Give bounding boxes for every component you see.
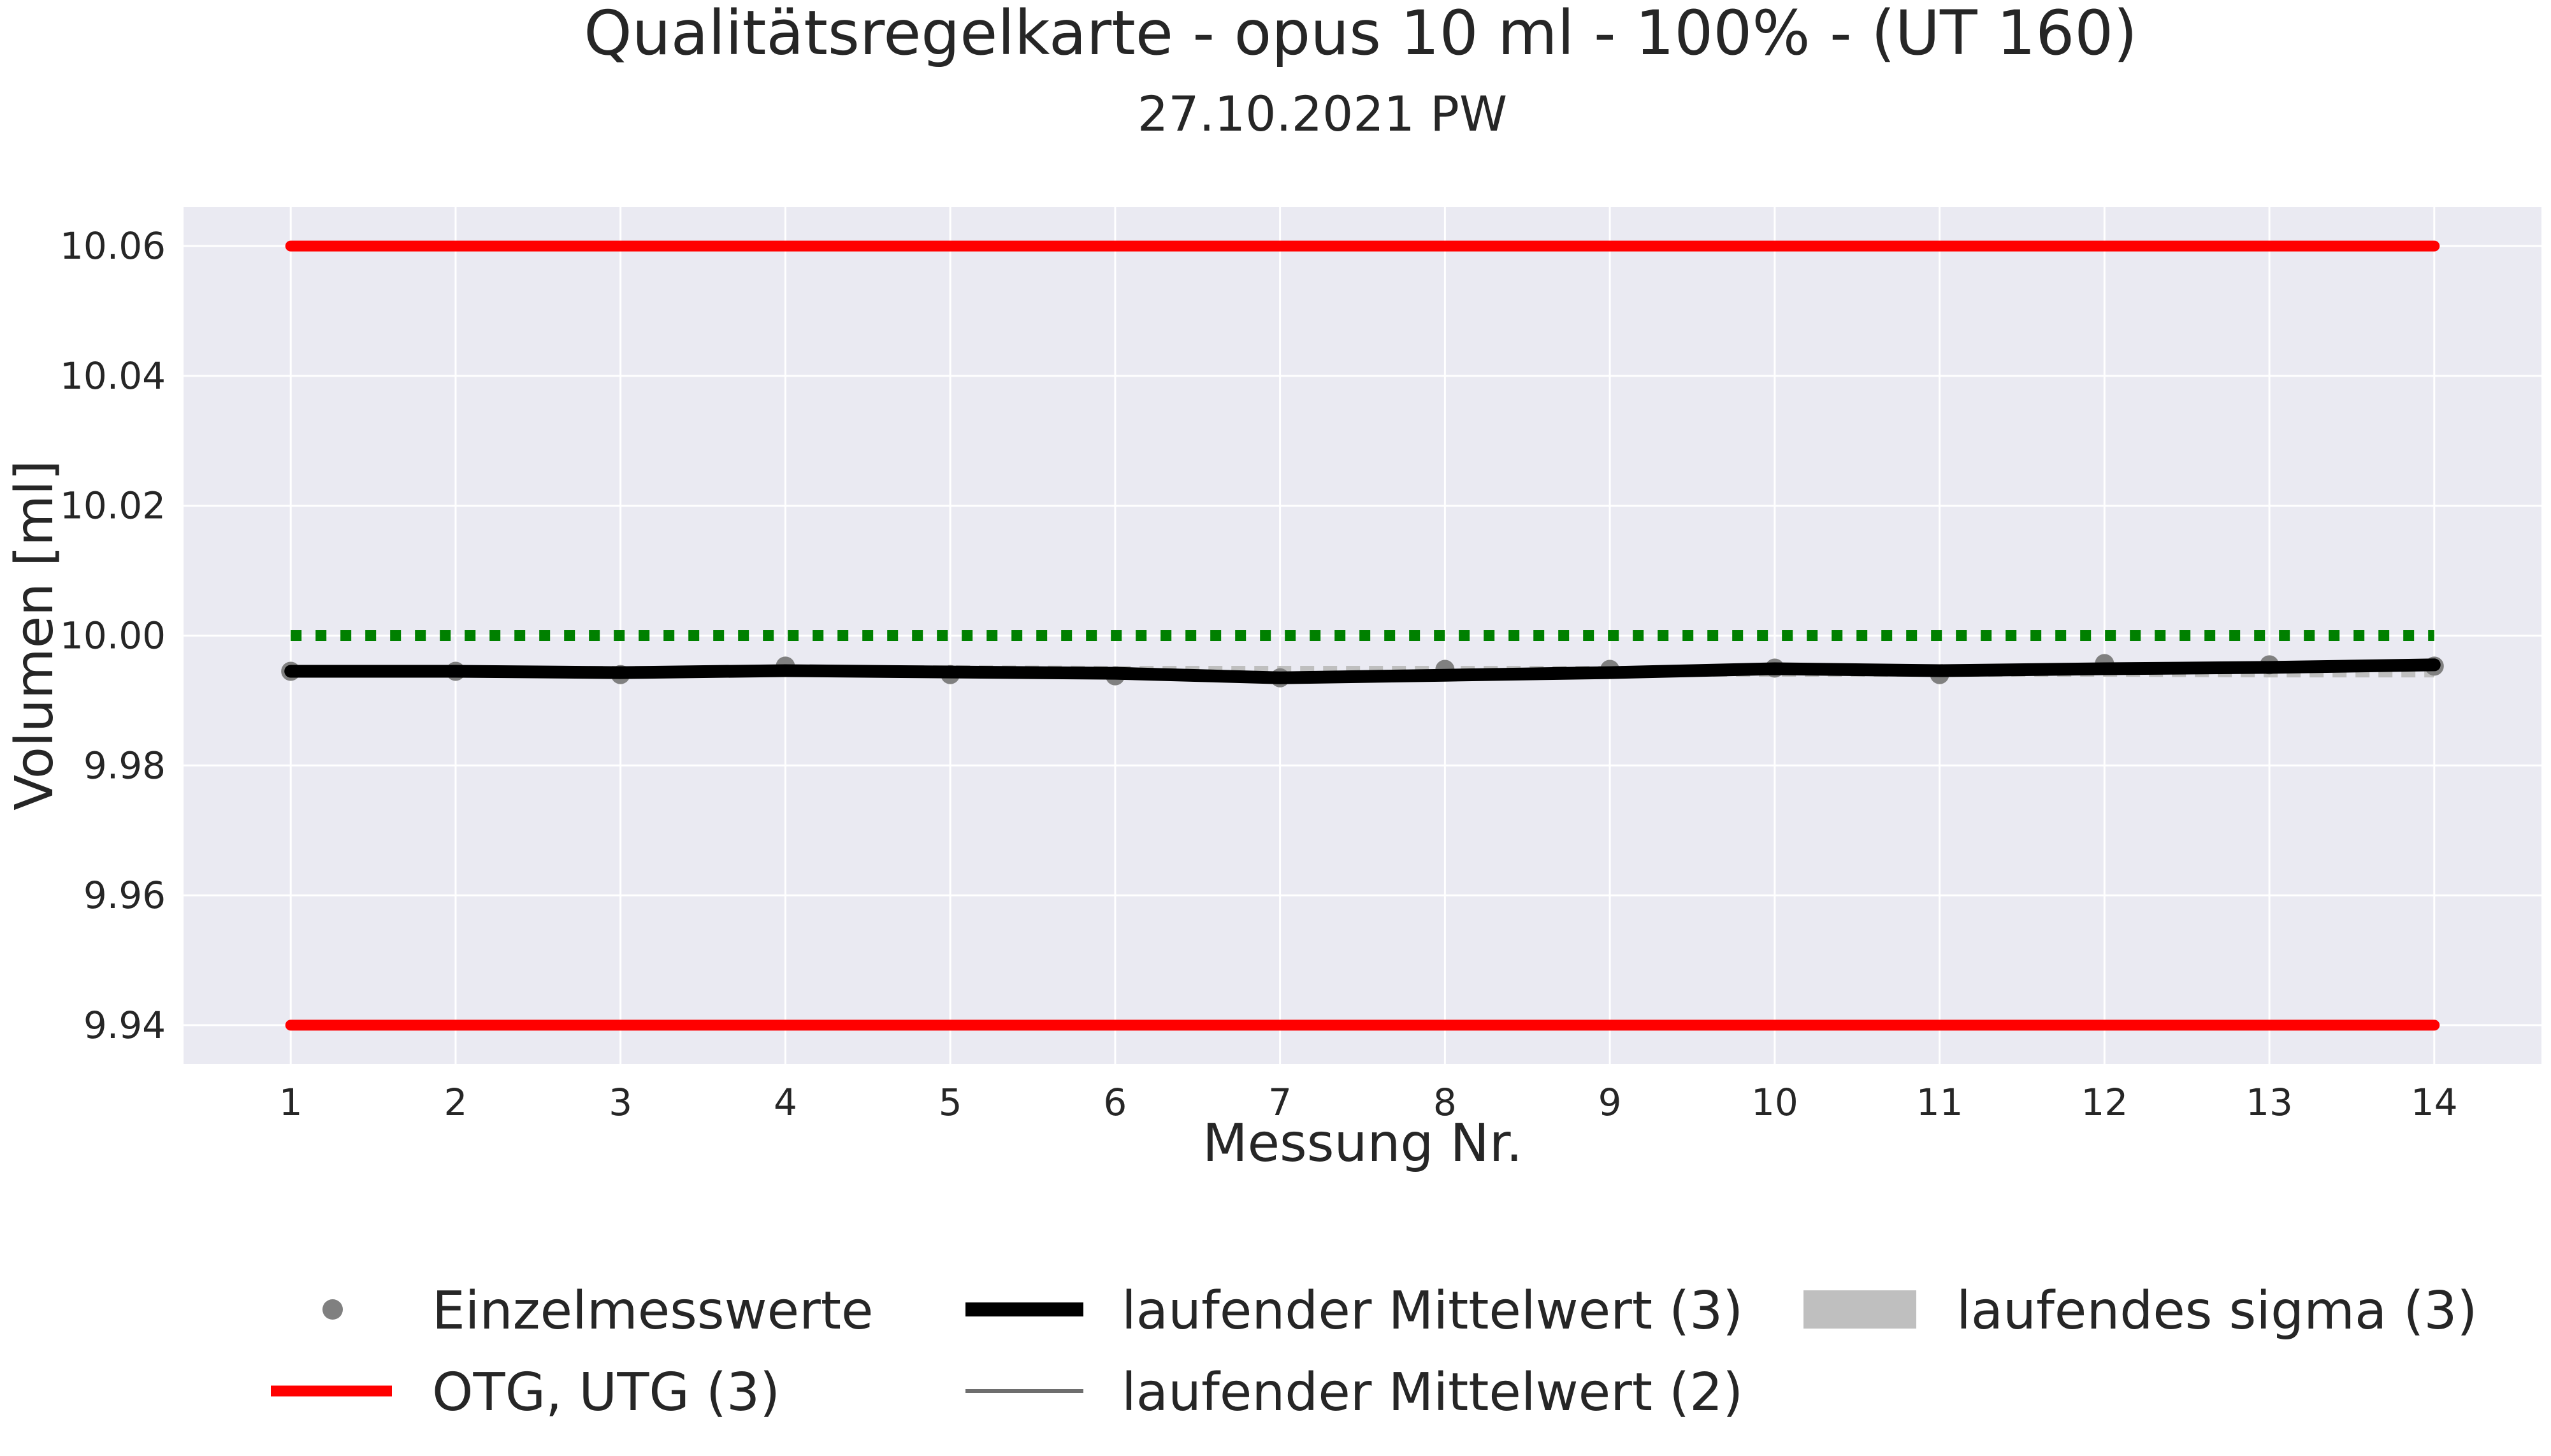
x-tick-label: 14 (2411, 1081, 2458, 1124)
y-tick-label: 10.04 (60, 354, 166, 398)
x-tick-label: 2 (444, 1081, 467, 1124)
legend-marker-sigma (1803, 1290, 1916, 1329)
y-tick-label: 10.02 (60, 484, 166, 528)
y-tick-label: 9.98 (83, 744, 166, 787)
x-tick-label: 10 (1751, 1081, 1798, 1124)
x-tick-label: 8 (1433, 1081, 1457, 1124)
y-axis-label: Volumen [ml] (4, 460, 65, 811)
chart-subtitle: 27.10.2021 PW (1138, 85, 1507, 142)
legend-label-sigma: laufendes sigma (3) (1956, 1281, 2477, 1341)
x-tick-label: 9 (1598, 1081, 1622, 1124)
legend-marker-einzelmesswerte (322, 1299, 343, 1320)
series-mittelwert-3-line (284, 658, 2441, 684)
x-tick-label: 13 (2246, 1081, 2293, 1124)
legend-label-mittelwert-2: laufender Mittelwert (2) (1122, 1362, 1743, 1423)
x-tick-labels: 1 2 3 4 5 6 7 8 9 10 11 12 13 14 (279, 1081, 2458, 1124)
x-axis-label: Messung Nr. (1203, 1113, 1522, 1174)
chart-title: Qualitätsregelkarte - opus 10 ml - 100% … (584, 0, 2137, 69)
y-tick-label: 9.94 (83, 1004, 166, 1047)
legend-label-otg-utg: OTG, UTG (3) (432, 1362, 780, 1423)
x-tick-label: 11 (1916, 1081, 1963, 1124)
y-tick-label: 10.00 (60, 614, 166, 658)
x-tick-label: 1 (279, 1081, 303, 1124)
x-tick-label: 6 (1103, 1081, 1127, 1124)
legend: Einzelmesswerte OTG, UTG (3) laufender M… (271, 1281, 2477, 1423)
legend-label-mittelwert-3: laufender Mittelwert (3) (1122, 1281, 1743, 1341)
x-tick-label: 4 (774, 1081, 797, 1124)
x-tick-label: 5 (939, 1081, 962, 1124)
y-tick-label: 9.96 (83, 874, 166, 917)
y-tick-labels: 9.94 9.96 9.98 10.00 10.02 10.04 10.06 (60, 224, 166, 1047)
series (281, 240, 2444, 1031)
legend-label-einzelmesswerte: Einzelmesswerte (432, 1281, 873, 1341)
x-tick-label: 3 (609, 1081, 632, 1124)
y-tick-label: 10.06 (60, 224, 166, 268)
x-tick-label: 12 (2081, 1081, 2128, 1124)
x-tick-label: 7 (1268, 1081, 1292, 1124)
